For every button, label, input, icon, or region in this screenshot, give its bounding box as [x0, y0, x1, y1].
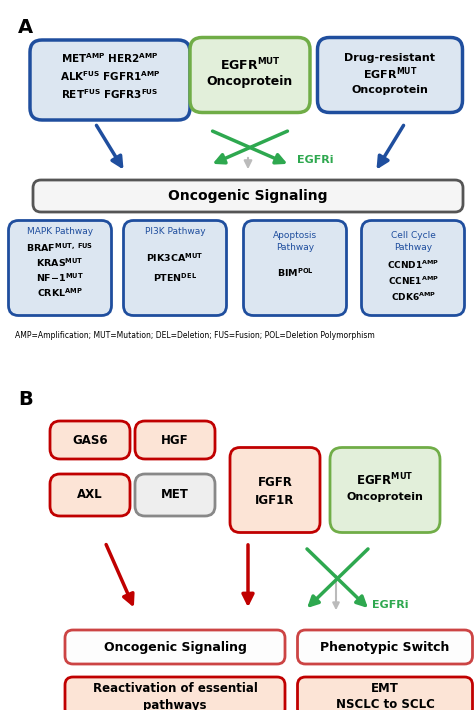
- Text: Oncoprotein: Oncoprotein: [207, 75, 293, 89]
- Text: EGFRi: EGFRi: [297, 155, 333, 165]
- Text: Oncogenic Signaling: Oncogenic Signaling: [168, 189, 328, 203]
- FancyBboxPatch shape: [230, 447, 320, 532]
- Text: Reactivation of essential: Reactivation of essential: [92, 682, 257, 696]
- FancyBboxPatch shape: [50, 474, 130, 516]
- FancyBboxPatch shape: [298, 630, 473, 664]
- FancyBboxPatch shape: [135, 421, 215, 459]
- Text: AXL: AXL: [77, 488, 103, 501]
- FancyBboxPatch shape: [30, 40, 190, 120]
- Text: B: B: [18, 390, 33, 409]
- FancyBboxPatch shape: [330, 447, 440, 532]
- FancyBboxPatch shape: [135, 474, 215, 516]
- Text: Pathway: Pathway: [276, 244, 314, 253]
- Text: Phenotypic Switch: Phenotypic Switch: [320, 640, 450, 653]
- Text: $\mathbf{CRKL^{AMP}}$: $\mathbf{CRKL^{AMP}}$: [37, 287, 83, 300]
- Text: Oncogenic Signaling: Oncogenic Signaling: [103, 640, 246, 653]
- Text: $\mathbf{CCNE1^{AMP}}$: $\mathbf{CCNE1^{AMP}}$: [388, 275, 438, 288]
- Text: $\mathbf{NF\mathbf{-}1^{MUT}}$: $\mathbf{NF\mathbf{-}1^{MUT}}$: [36, 272, 84, 284]
- FancyBboxPatch shape: [33, 180, 463, 212]
- Text: HGF: HGF: [161, 434, 189, 447]
- Text: MET: MET: [161, 488, 189, 501]
- Text: $\mathbf{CCND1^{AMP}}$: $\mathbf{CCND1^{AMP}}$: [387, 259, 439, 271]
- Text: $\mathbf{BRAF^{MUT,\ FUS}}$: $\mathbf{BRAF^{MUT,\ FUS}}$: [27, 241, 94, 254]
- Text: EGFRi: EGFRi: [372, 600, 408, 610]
- Text: AMP=Amplification; MUT=Mutation; DEL=Deletion; FUS=Fusion; POL=Deletion Polymorp: AMP=Amplification; MUT=Mutation; DEL=Del…: [15, 330, 375, 339]
- Text: GAS6: GAS6: [72, 434, 108, 447]
- FancyBboxPatch shape: [298, 677, 473, 710]
- Text: pathways: pathways: [143, 699, 207, 710]
- FancyBboxPatch shape: [318, 38, 463, 112]
- Text: Pathway: Pathway: [394, 244, 432, 253]
- Text: Cell Cycle: Cell Cycle: [391, 231, 436, 239]
- Text: $\mathbf{PTEN^{DEL}}$: $\mathbf{PTEN^{DEL}}$: [153, 272, 197, 284]
- FancyBboxPatch shape: [65, 677, 285, 710]
- FancyBboxPatch shape: [124, 221, 227, 315]
- Text: Drug-resistant: Drug-resistant: [345, 53, 436, 63]
- Text: $\mathbf{EGFR^{MUT}}$: $\mathbf{EGFR^{MUT}}$: [219, 57, 281, 73]
- Text: NSCLC to SCLC: NSCLC to SCLC: [336, 699, 435, 710]
- Text: MAPK Pathway: MAPK Pathway: [27, 226, 93, 236]
- FancyBboxPatch shape: [190, 38, 310, 112]
- Text: $\mathbf{KRAS^{MUT}}$: $\mathbf{KRAS^{MUT}}$: [36, 257, 84, 269]
- Text: A: A: [18, 18, 33, 37]
- Text: $\mathbf{PIK3CA^{MUT}}$: $\mathbf{PIK3CA^{MUT}}$: [146, 252, 204, 264]
- Text: $\mathbf{EGFR^{MUT}}$: $\mathbf{EGFR^{MUT}}$: [363, 66, 417, 82]
- FancyBboxPatch shape: [362, 221, 465, 315]
- Text: Oncoprotein: Oncoprotein: [346, 492, 423, 502]
- Text: $\mathbf{MET^{AMP}\ HER2^{AMP}}$: $\mathbf{MET^{AMP}\ HER2^{AMP}}$: [61, 51, 159, 65]
- Text: $\mathbf{CDK6^{AMP}}$: $\mathbf{CDK6^{AMP}}$: [391, 291, 436, 303]
- Text: IGF1R: IGF1R: [255, 493, 295, 506]
- FancyBboxPatch shape: [244, 221, 346, 315]
- FancyBboxPatch shape: [65, 630, 285, 664]
- Text: $\mathbf{ALK^{FUS}\ FGFR1^{AMP}}$: $\mathbf{ALK^{FUS}\ FGFR1^{AMP}}$: [60, 69, 160, 83]
- Text: Apoptosis: Apoptosis: [273, 231, 317, 239]
- FancyBboxPatch shape: [50, 421, 130, 459]
- Text: $\mathbf{BIM^{POL}}$: $\mathbf{BIM^{POL}}$: [276, 267, 313, 279]
- Text: EMT: EMT: [371, 682, 399, 696]
- Text: $\mathbf{EGFR^{MUT}}$: $\mathbf{EGFR^{MUT}}$: [356, 471, 414, 488]
- Text: Oncoprotein: Oncoprotein: [352, 85, 428, 95]
- Text: PI3K Pathway: PI3K Pathway: [145, 226, 205, 236]
- FancyBboxPatch shape: [9, 221, 111, 315]
- Text: $\mathbf{RET^{FUS}\ FGFR3^{FUS}}$: $\mathbf{RET^{FUS}\ FGFR3^{FUS}}$: [61, 87, 159, 101]
- Text: FGFR: FGFR: [257, 476, 292, 489]
